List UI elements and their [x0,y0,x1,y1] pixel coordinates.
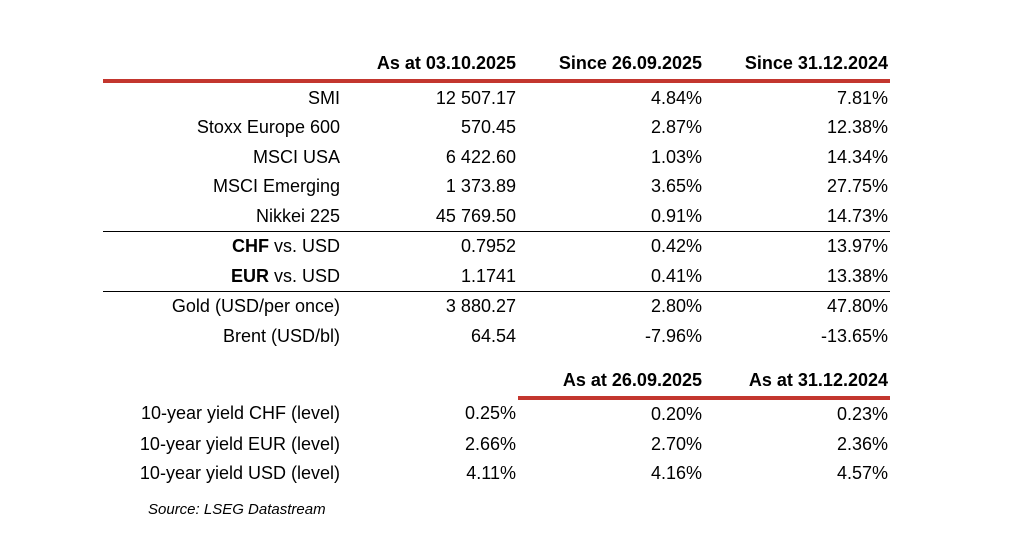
column-header: Since 26.09.2025 [518,46,704,83]
table-row: As at 26.09.2025 As at 31.12.2024 [103,362,890,400]
value-cell: 1.1741 [343,261,518,292]
table-row: Stoxx Europe 600 570.45 2.87% 12.38% [103,113,890,143]
value-cell: 0.25% [464,403,516,424]
row-label: SMI [307,87,340,108]
column-header: As at 26.09.2025 [518,362,704,400]
value-cell: 2.87% [650,117,702,138]
table-row: MSCI USA 6 422.60 1.03% 14.34% [103,142,890,172]
value-cell: 14.34% [826,146,888,167]
market-data-table: As at 03.10.2025 Since 26.09.2025 Since 31… [103,46,890,488]
value-cell: 0.23% [836,404,888,425]
value-cell: 570.45 [460,117,516,138]
row-label: Nikkei 225 [103,201,343,232]
row-label: 10-year yield EUR (level) [139,433,340,454]
row-label: Gold (USD/per once) [171,296,340,317]
table-row: EUR vs. USD 1.1741 0.41% 13.38% [103,261,890,292]
row-label: EUR vs. USD [103,261,343,292]
table-row: Brent (USD/bl) 64.54 -7.96% -13.65% [103,321,890,351]
corner-cell [103,46,343,83]
table-row: 10-year yield EUR (level) 2.66% 2.70% 2.36% [103,429,890,459]
value-cell: 12 507.17 [435,87,516,108]
row-label: CHF vs. USD [231,236,340,257]
spacer-cell [343,351,518,363]
row-label: Stoxx Europe 600 [196,117,340,138]
value-cell: 0.41% [518,261,704,292]
column-header: As at 31.12.2024 [704,362,890,400]
value-cell: 2.66% [464,433,516,454]
table-row: CHF vs. USD 0.7952 0.42% 13.97% [103,231,890,261]
value-cell: 2.80% [650,296,702,317]
table-row: As at 03.10.2025 Since 26.09.2025 Since 31… [103,46,890,83]
row-label: 10-year yield USD (level) [139,463,340,484]
row-label: MSCI Emerging [212,176,340,197]
value-cell: 6 422.60 [445,146,516,167]
value-cell: 27.75% [826,176,888,197]
value-cell: 0.7952 [460,236,516,257]
table-row: Gold (USD/per once) 3 880.27 2.80% 47.80% [103,291,890,321]
value-cell: 0.42% [650,236,702,257]
market-overview-sheet: As at 03.10.2025 Since 26.09.2025 Since 31… [103,46,890,518]
value-cell: -13.65% [820,325,888,346]
value-cell: 2.36% [836,433,888,454]
column-header: As at 03.10.2025 [343,46,518,83]
value-cell: 1 373.89 [445,176,516,197]
value-cell: 4.11% [466,463,516,484]
spacer-cell [704,351,890,363]
value-cell: 12.38% [826,117,888,138]
value-cell: 13.38% [704,261,890,292]
value-cell: 64.54 [470,325,516,346]
spacer-cell [103,351,343,363]
table-row: Nikkei 225 45 769.50 0.91% 14.73% [103,201,890,232]
row-label-bold: CHF [231,236,269,257]
table-row: 10-year yield USD (level) 4.11% 4.16% 4.57% [103,459,890,489]
table-row [103,351,890,363]
table-row: MSCI Emerging 1 373.89 3.65% 27.75% [103,172,890,202]
row-label: Brent (USD/bl) [222,325,340,346]
value-cell: 14.73% [704,201,890,232]
value-cell: 3 880.27 [445,296,516,317]
value-cell: 1.03% [650,146,702,167]
value-cell: 45 769.50 [343,201,518,232]
table-row: 10-year yield CHF (level) 0.25% 0.20% 0.23% [103,398,890,430]
row-label: 10-year yield CHF (level) [140,403,340,424]
row-label-bold: EUR [230,265,269,286]
corner-cell [343,363,518,398]
corner-cell [103,363,343,398]
value-cell: 4.16% [650,463,702,484]
value-cell: 3.65% [650,176,702,197]
value-cell: 4.57% [836,463,888,484]
value-cell: 4.84% [650,87,702,108]
value-cell: 0.20% [650,404,702,425]
value-cell: -7.96% [644,325,702,346]
value-cell: 47.80% [826,296,888,317]
value-cell: 0.91% [518,201,704,232]
spacer-cell [518,351,704,363]
source-note: Source: LSEG Datastream [148,501,326,518]
row-label: MSCI USA [252,146,340,167]
column-header: Since 31.12.2024 [704,46,890,83]
table-row: SMI 12 507.17 4.84% 7.81% [103,81,890,113]
value-cell: 7.81% [836,87,888,108]
value-cell: 13.97% [826,236,888,257]
value-cell: 2.70% [650,433,702,454]
